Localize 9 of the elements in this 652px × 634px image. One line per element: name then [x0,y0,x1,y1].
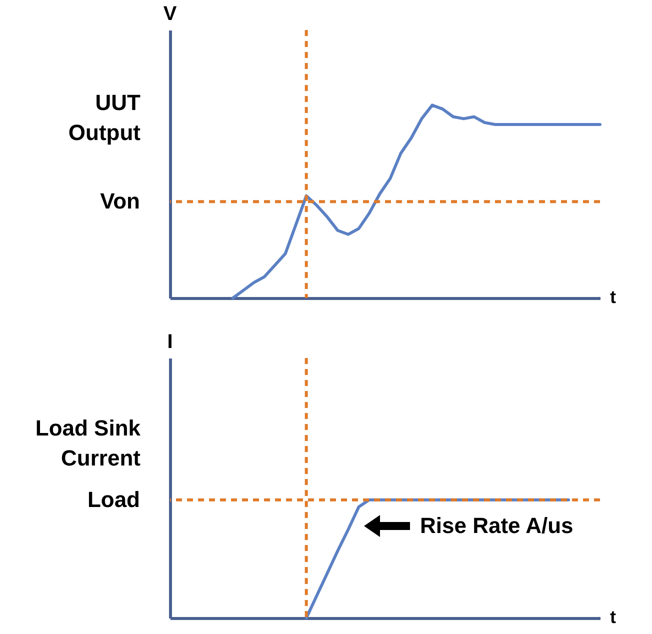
y-axis-title: Load Sink Current [35,416,142,471]
text: V [163,3,178,25]
x-axis-title: t [610,287,616,307]
ref-line-label: Von [100,188,140,214]
x-axis-title: t [610,607,616,627]
y-axis-title: UUT Output [68,90,142,145]
ref-line-label: Load [87,486,140,512]
annotation: Rise Rate A/us [420,513,574,538]
text: I [167,331,173,353]
